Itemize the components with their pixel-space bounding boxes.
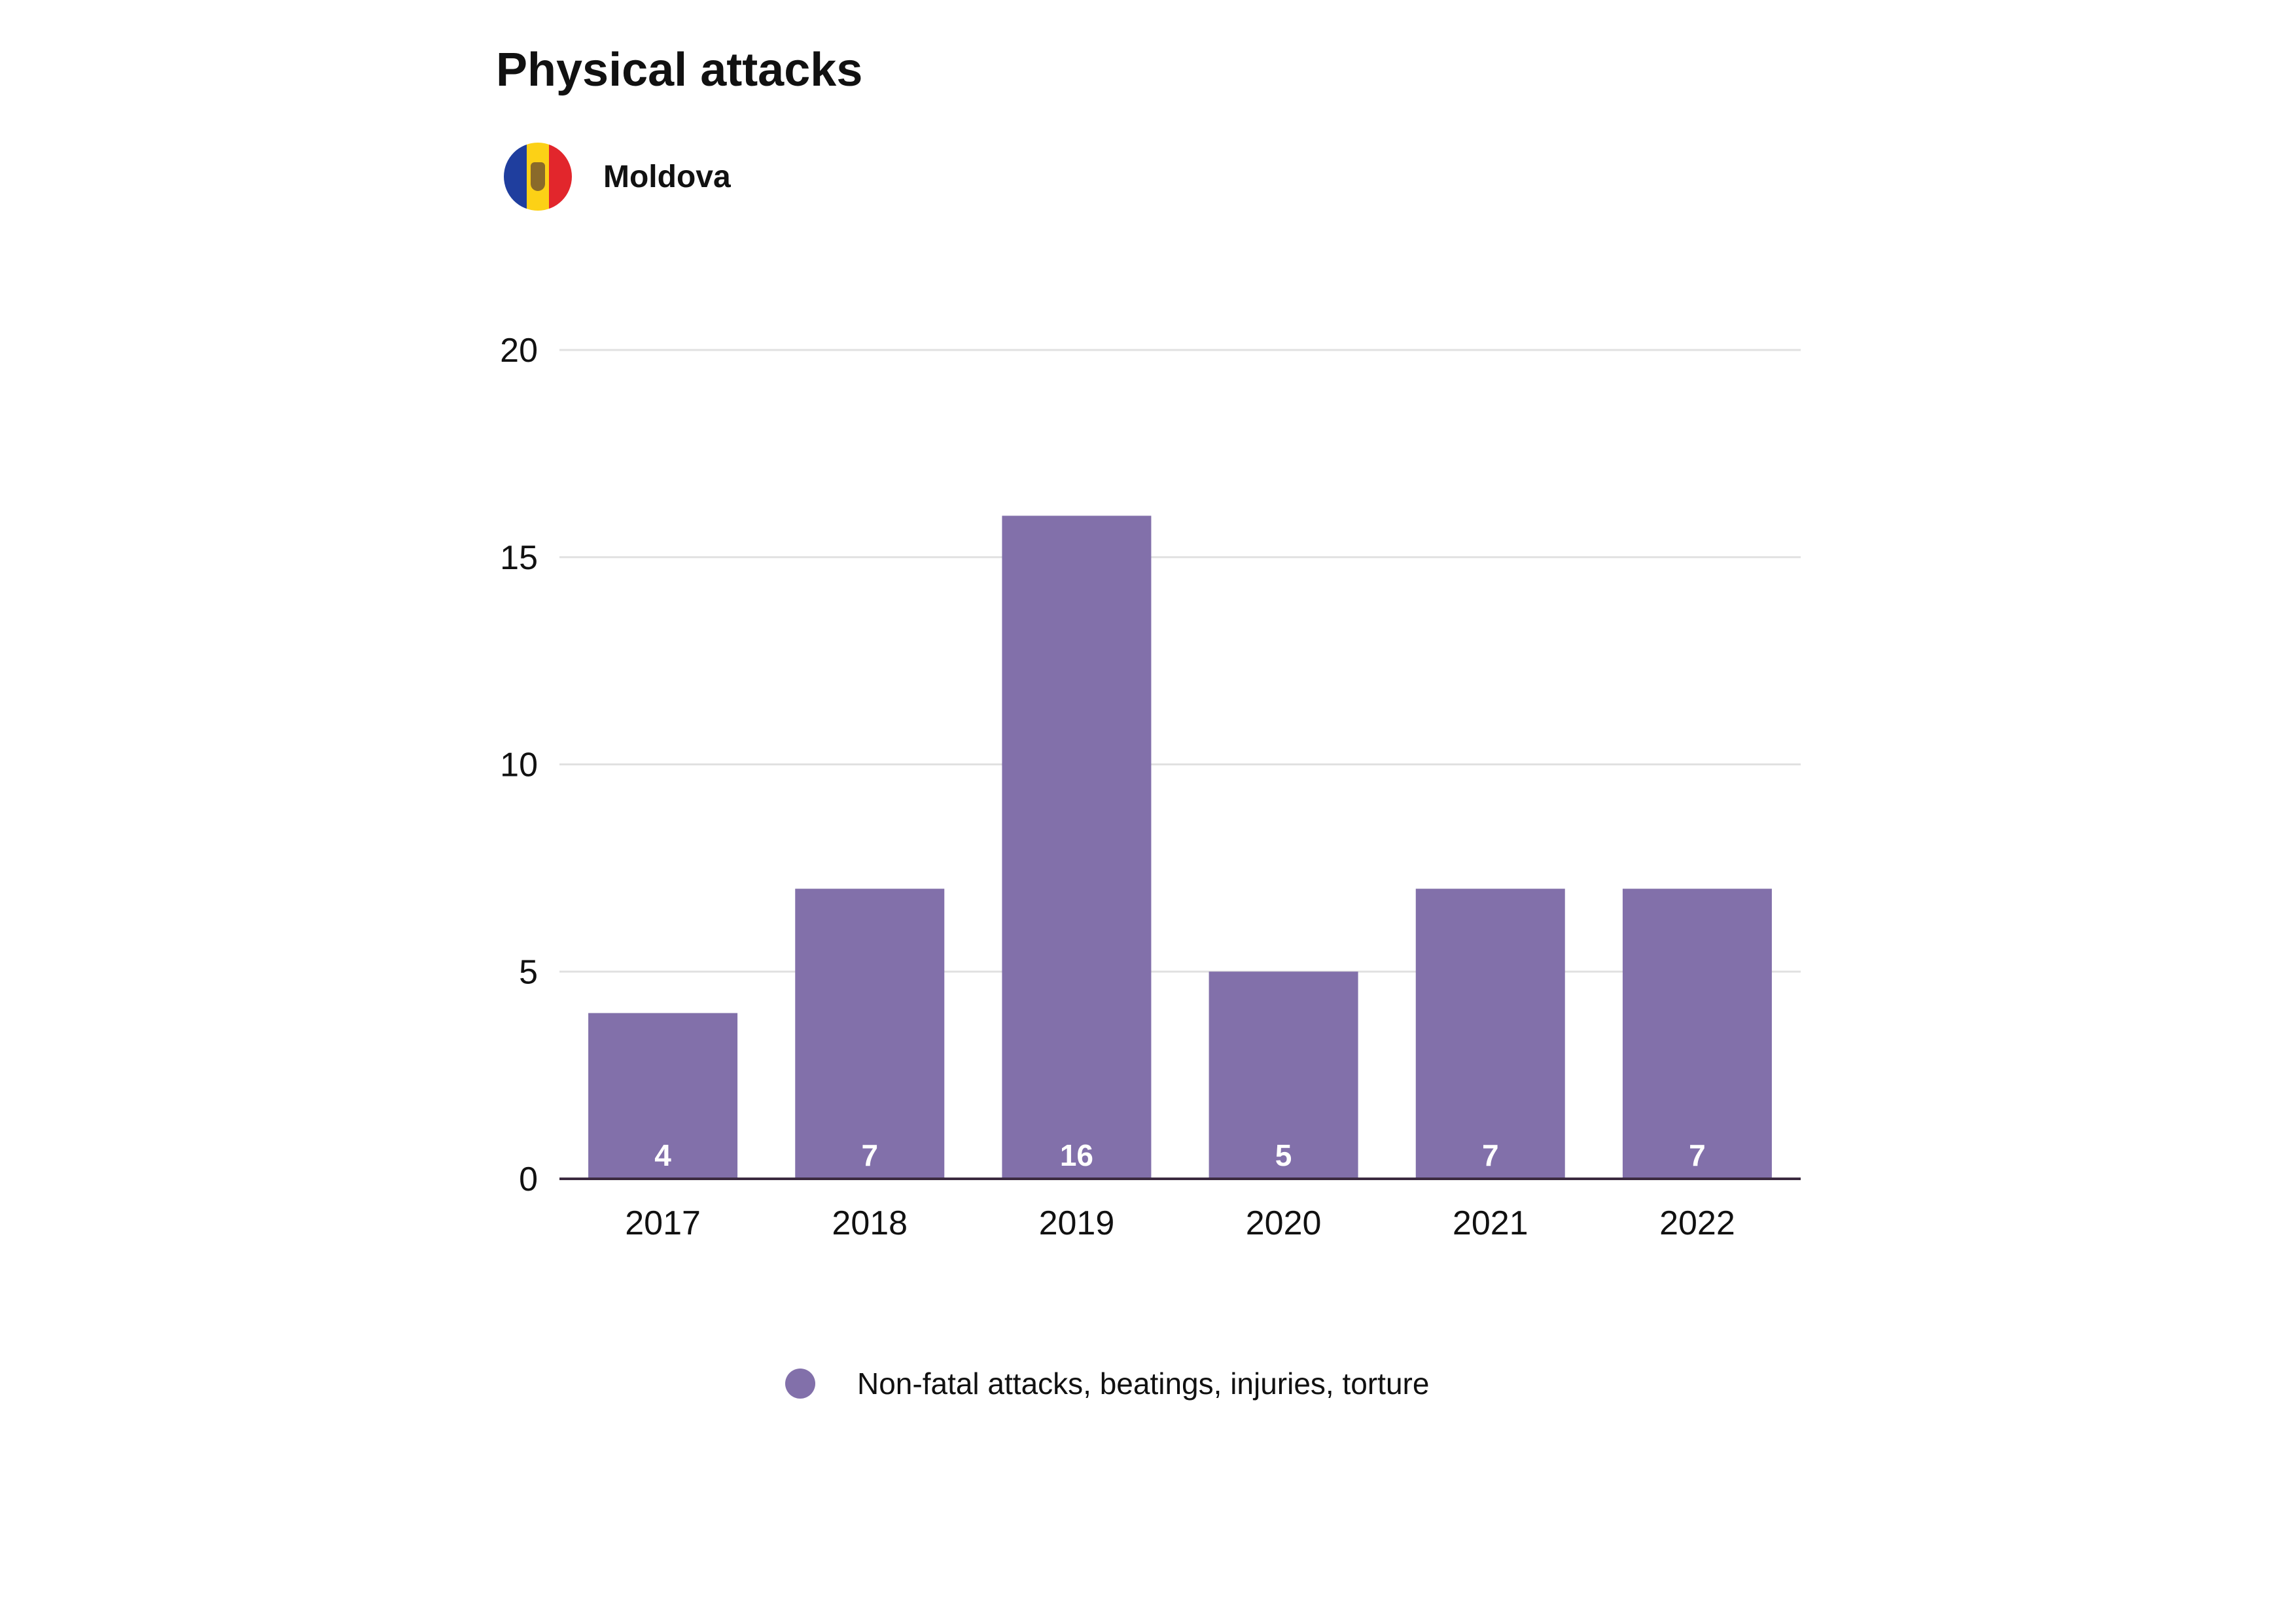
bar-data-label: 7	[861, 1138, 878, 1172]
x-tick-label: 2018	[832, 1204, 908, 1242]
x-tick-label: 2021	[1453, 1204, 1528, 1242]
bar-data-label: 16	[1060, 1138, 1093, 1172]
y-tick-label: 0	[519, 1161, 538, 1198]
country-name: Moldova	[603, 159, 731, 194]
bar	[1415, 888, 1565, 1179]
bar	[795, 888, 945, 1179]
bar-data-label: 7	[1689, 1138, 1706, 1172]
chart-title: Physical attacks	[496, 44, 863, 96]
legend-label: Non-fatal attacks, beatings, injuries, t…	[857, 1367, 1430, 1401]
bar	[1622, 888, 1772, 1179]
bar	[1209, 971, 1358, 1179]
country-label: Moldova	[504, 143, 731, 211]
y-tick-label: 10	[500, 746, 538, 784]
legend: Non-fatal attacks, beatings, injuries, t…	[785, 1364, 1429, 1403]
legend-marker	[785, 1369, 815, 1399]
y-tick-label: 5	[519, 953, 538, 991]
bar-data-label: 5	[1275, 1138, 1292, 1172]
y-tick-label: 15	[500, 539, 538, 577]
bar-data-label: 7	[1482, 1138, 1499, 1172]
bar	[588, 1013, 738, 1179]
bar	[1002, 515, 1152, 1179]
y-tick-label: 20	[500, 332, 538, 370]
x-tick-label: 2019	[1039, 1204, 1115, 1242]
x-tick-label: 2020	[1246, 1204, 1322, 1242]
bar-data-label: 4	[654, 1138, 671, 1172]
x-tick-label: 2017	[625, 1204, 701, 1242]
x-tick-label: 2022	[1659, 1204, 1735, 1242]
